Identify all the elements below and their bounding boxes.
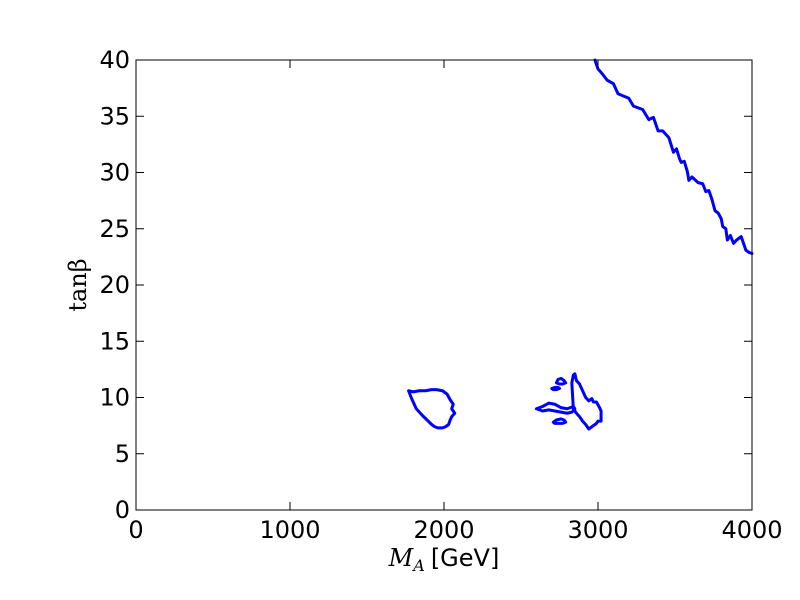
x-tick-label: 2000 bbox=[413, 516, 474, 544]
x-tick-label: 0 bbox=[128, 516, 143, 544]
x-tick-label: 4000 bbox=[721, 516, 782, 544]
y-tick-label: 35 bbox=[99, 102, 130, 130]
contour-line-4 bbox=[570, 372, 603, 431]
contour-lines bbox=[407, 58, 754, 431]
y-tick-label: 15 bbox=[99, 327, 130, 355]
x-tick-label: 3000 bbox=[567, 516, 628, 544]
x-axis-label-symbol: M bbox=[388, 544, 415, 572]
y-tick-label: 5 bbox=[115, 440, 130, 468]
contour-line-7 bbox=[551, 417, 568, 425]
y-axis-label: tanβ bbox=[64, 258, 92, 311]
y-tick-label: 25 bbox=[99, 215, 130, 243]
y-tick-label: 20 bbox=[99, 271, 130, 299]
contour-line-5 bbox=[554, 376, 568, 386]
y-tick-label: 40 bbox=[99, 46, 130, 74]
contour-line-2 bbox=[407, 388, 457, 430]
y-tick-label: 10 bbox=[99, 384, 130, 412]
x-axis-label: MA [GeV] bbox=[388, 544, 500, 575]
x-tick-label: 1000 bbox=[259, 516, 320, 544]
plot-area-frame bbox=[135, 59, 753, 511]
x-axis-label-unit: [GeV] bbox=[431, 544, 500, 572]
x-axis-ticks: 0 1000 2000 3000 4000 bbox=[128, 60, 783, 544]
x-axis-label-subscript: A bbox=[411, 556, 425, 575]
y-tick-label: 30 bbox=[99, 159, 130, 187]
y-tick-label: 0 bbox=[115, 496, 130, 524]
y-axis-ticks: 0 5 10 15 20 25 30 35 40 bbox=[99, 46, 752, 524]
contour-line-6 bbox=[550, 385, 561, 392]
contour-line-1 bbox=[593, 58, 754, 255]
